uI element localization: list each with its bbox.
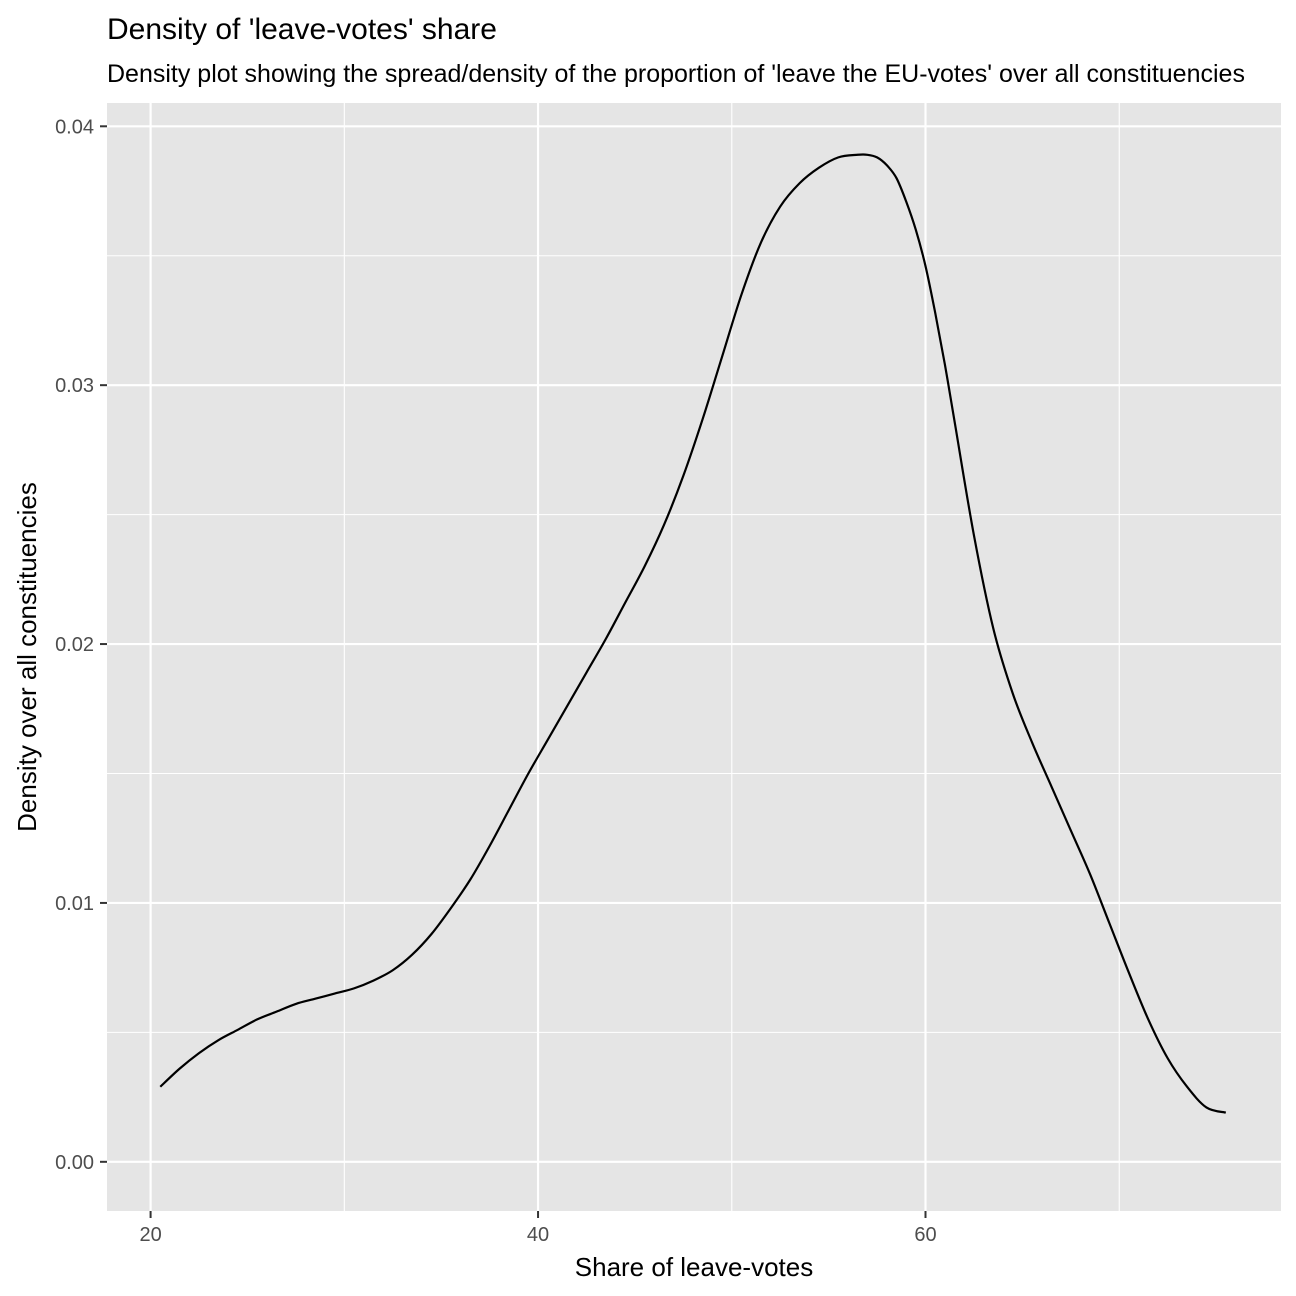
x-tick-label: 40 <box>527 1224 549 1246</box>
x-tick-label: 20 <box>139 1224 161 1246</box>
x-axis-title: Share of leave-votes <box>575 1252 813 1282</box>
x-tick-label: 60 <box>914 1224 936 1246</box>
plot-panel <box>107 103 1281 1211</box>
y-tick-label: 0.04 <box>55 116 94 138</box>
chart-title: Density of 'leave-votes' share <box>107 13 497 46</box>
y-tick-label: 0.03 <box>55 375 94 397</box>
x-axis: 20 40 60 <box>139 1211 937 1246</box>
y-tick-label: 0.00 <box>55 1152 94 1174</box>
major-gridlines <box>107 103 1281 1211</box>
chart-subtitle: Density plot showing the spread/density … <box>107 60 1245 88</box>
y-tick-label: 0.02 <box>55 634 94 656</box>
y-tick-label: 0.01 <box>55 893 94 915</box>
minor-gridlines <box>107 103 1281 1211</box>
y-axis-title: Density over all constituencies <box>12 482 42 832</box>
density-curve-line <box>159 153 1227 1114</box>
y-axis: 0.00 0.01 0.02 0.03 0.04 <box>55 116 107 1174</box>
